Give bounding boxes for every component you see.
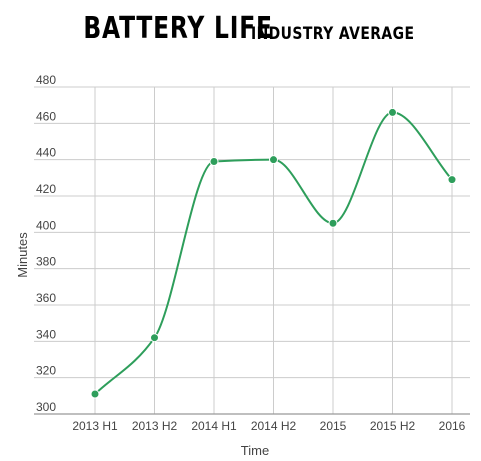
data-point [328, 218, 338, 228]
y-tick-label: 360 [36, 291, 56, 305]
grid-lines [34, 86, 470, 414]
y-tick-label: 420 [36, 182, 56, 196]
x-tick-label: 2015 H2 [370, 419, 416, 433]
data-point [209, 156, 219, 166]
x-tick-label: 2015 [320, 419, 347, 433]
x-tick-label: 2014 H2 [251, 419, 297, 433]
y-tick-label: 440 [36, 146, 56, 160]
x-tick-label: 2013 H2 [132, 419, 178, 433]
data-point [269, 155, 278, 165]
y-tick-label: 340 [36, 327, 56, 341]
data-point [388, 107, 397, 117]
y-tick-label: 320 [36, 364, 56, 378]
y-axis-label: Minutes [15, 232, 30, 278]
y-tick-label: 300 [36, 400, 56, 414]
data-point [447, 175, 457, 185]
x-axis-label: Time [241, 443, 269, 458]
x-tick-label: 2013 H1 [72, 419, 118, 433]
data-point [90, 389, 100, 399]
x-tick-label: 2016 [439, 419, 466, 433]
x-tick-labels: 2013 H1 2013 H2 2014 H1 2014 H2 2015 2015 H2 2… [72, 419, 465, 433]
y-tick-label: 480 [36, 73, 56, 87]
chart-subtitle: INDUSTRY AVERAGE [251, 24, 415, 44]
chart-title-area: BATTERY LIFE INDUSTRY AVERAGE [0, 6, 481, 46]
data-point [150, 333, 159, 343]
y-tick-label: 460 [36, 109, 56, 123]
chart-title: BATTERY LIFE [83, 11, 274, 46]
y-tick-label: 380 [36, 255, 56, 269]
y-tick-label: 400 [36, 218, 56, 232]
series-group [90, 107, 457, 399]
x-tick-label: 2014 H1 [191, 419, 237, 433]
y-tick-labels: 300 320 340 360 380 400 420 440 460 480 [36, 73, 56, 414]
